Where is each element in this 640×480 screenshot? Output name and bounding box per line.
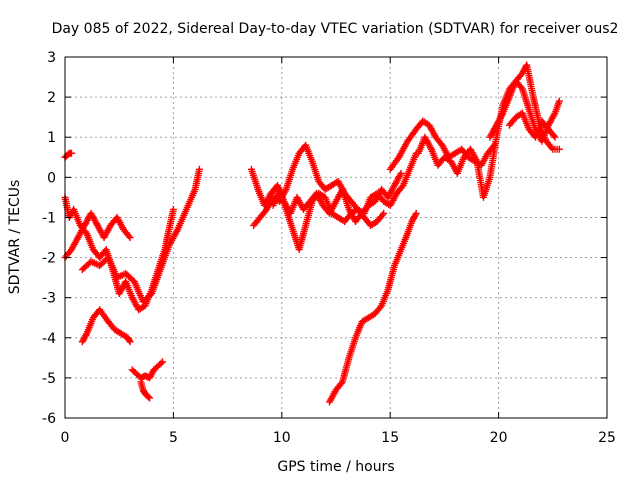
x-tick-label: 5 bbox=[169, 430, 178, 446]
series-trace-d bbox=[78, 306, 134, 346]
trace-marker bbox=[547, 144, 555, 152]
data-point bbox=[126, 338, 134, 346]
data-point bbox=[169, 205, 177, 213]
y-tick-label: 3 bbox=[47, 50, 56, 66]
x-tick-label: 20 bbox=[490, 430, 508, 446]
data-point bbox=[195, 165, 203, 173]
trace-marker bbox=[125, 336, 133, 344]
series-trace-a bbox=[61, 193, 177, 314]
series-trace-e bbox=[128, 358, 167, 382]
trace-marker bbox=[517, 83, 525, 91]
grid-lines bbox=[65, 57, 607, 418]
y-tick-label: -6 bbox=[42, 411, 56, 427]
trace-marker bbox=[337, 380, 345, 388]
y-tick-label: -4 bbox=[42, 331, 56, 347]
y-tick-label: -5 bbox=[42, 371, 56, 387]
data-point bbox=[551, 133, 559, 141]
trace-marker bbox=[157, 359, 165, 367]
trace-marker bbox=[411, 211, 419, 219]
data-point bbox=[555, 145, 563, 153]
series-trace-c bbox=[78, 165, 203, 306]
trace-marker bbox=[376, 303, 384, 311]
trace-marker bbox=[125, 232, 133, 240]
series-trace-f bbox=[137, 378, 154, 402]
data-point bbox=[380, 209, 388, 217]
data-point bbox=[412, 209, 420, 217]
trace-marker bbox=[398, 183, 406, 191]
series-trace-o bbox=[505, 109, 559, 141]
y-tick-label: 1 bbox=[47, 130, 56, 146]
y-axis-label: SDTVAR / TECUs bbox=[7, 180, 23, 295]
series-trace-b bbox=[61, 209, 134, 262]
data-point bbox=[397, 169, 405, 177]
x-axis-label: GPS time / hours bbox=[277, 459, 394, 475]
data-point bbox=[555, 97, 563, 105]
series-trace-j bbox=[269, 185, 388, 254]
y-tick-label: -1 bbox=[42, 210, 56, 226]
series-trace-n bbox=[486, 61, 563, 153]
trace-marker bbox=[550, 132, 558, 140]
x-tick-label: 0 bbox=[61, 430, 70, 446]
data-point bbox=[146, 394, 154, 402]
x-tick-label: 25 bbox=[598, 430, 616, 446]
trace-marker bbox=[144, 393, 152, 401]
data-marks bbox=[61, 61, 563, 406]
data-point bbox=[159, 358, 167, 366]
x-tick-label: 10 bbox=[273, 430, 291, 446]
y-tick-label: -2 bbox=[42, 251, 56, 267]
y-tick-label: 0 bbox=[47, 170, 56, 186]
series-trace-m bbox=[414, 77, 563, 201]
series-trace-g bbox=[61, 149, 76, 161]
y-tick-label: -3 bbox=[42, 291, 56, 307]
y-tick-label: 2 bbox=[47, 90, 56, 106]
y-axis-ticks: -6 -5 -4 -3 -2 -1 0 1 2 3 bbox=[42, 50, 607, 427]
trace-marker bbox=[82, 331, 90, 339]
plot-frame bbox=[64, 56, 608, 419]
series-trace-l bbox=[386, 117, 498, 173]
x-axis-ticks: 0 5 10 15 20 25 bbox=[61, 57, 616, 446]
x-tick-label: 15 bbox=[381, 430, 399, 446]
trace-marker bbox=[378, 211, 386, 219]
data-point bbox=[126, 234, 134, 241]
data-point bbox=[68, 149, 76, 157]
chart-title: Day 085 of 2022, Sidereal Day-to-day VTE… bbox=[52, 21, 619, 37]
series-trace-k bbox=[325, 209, 420, 406]
